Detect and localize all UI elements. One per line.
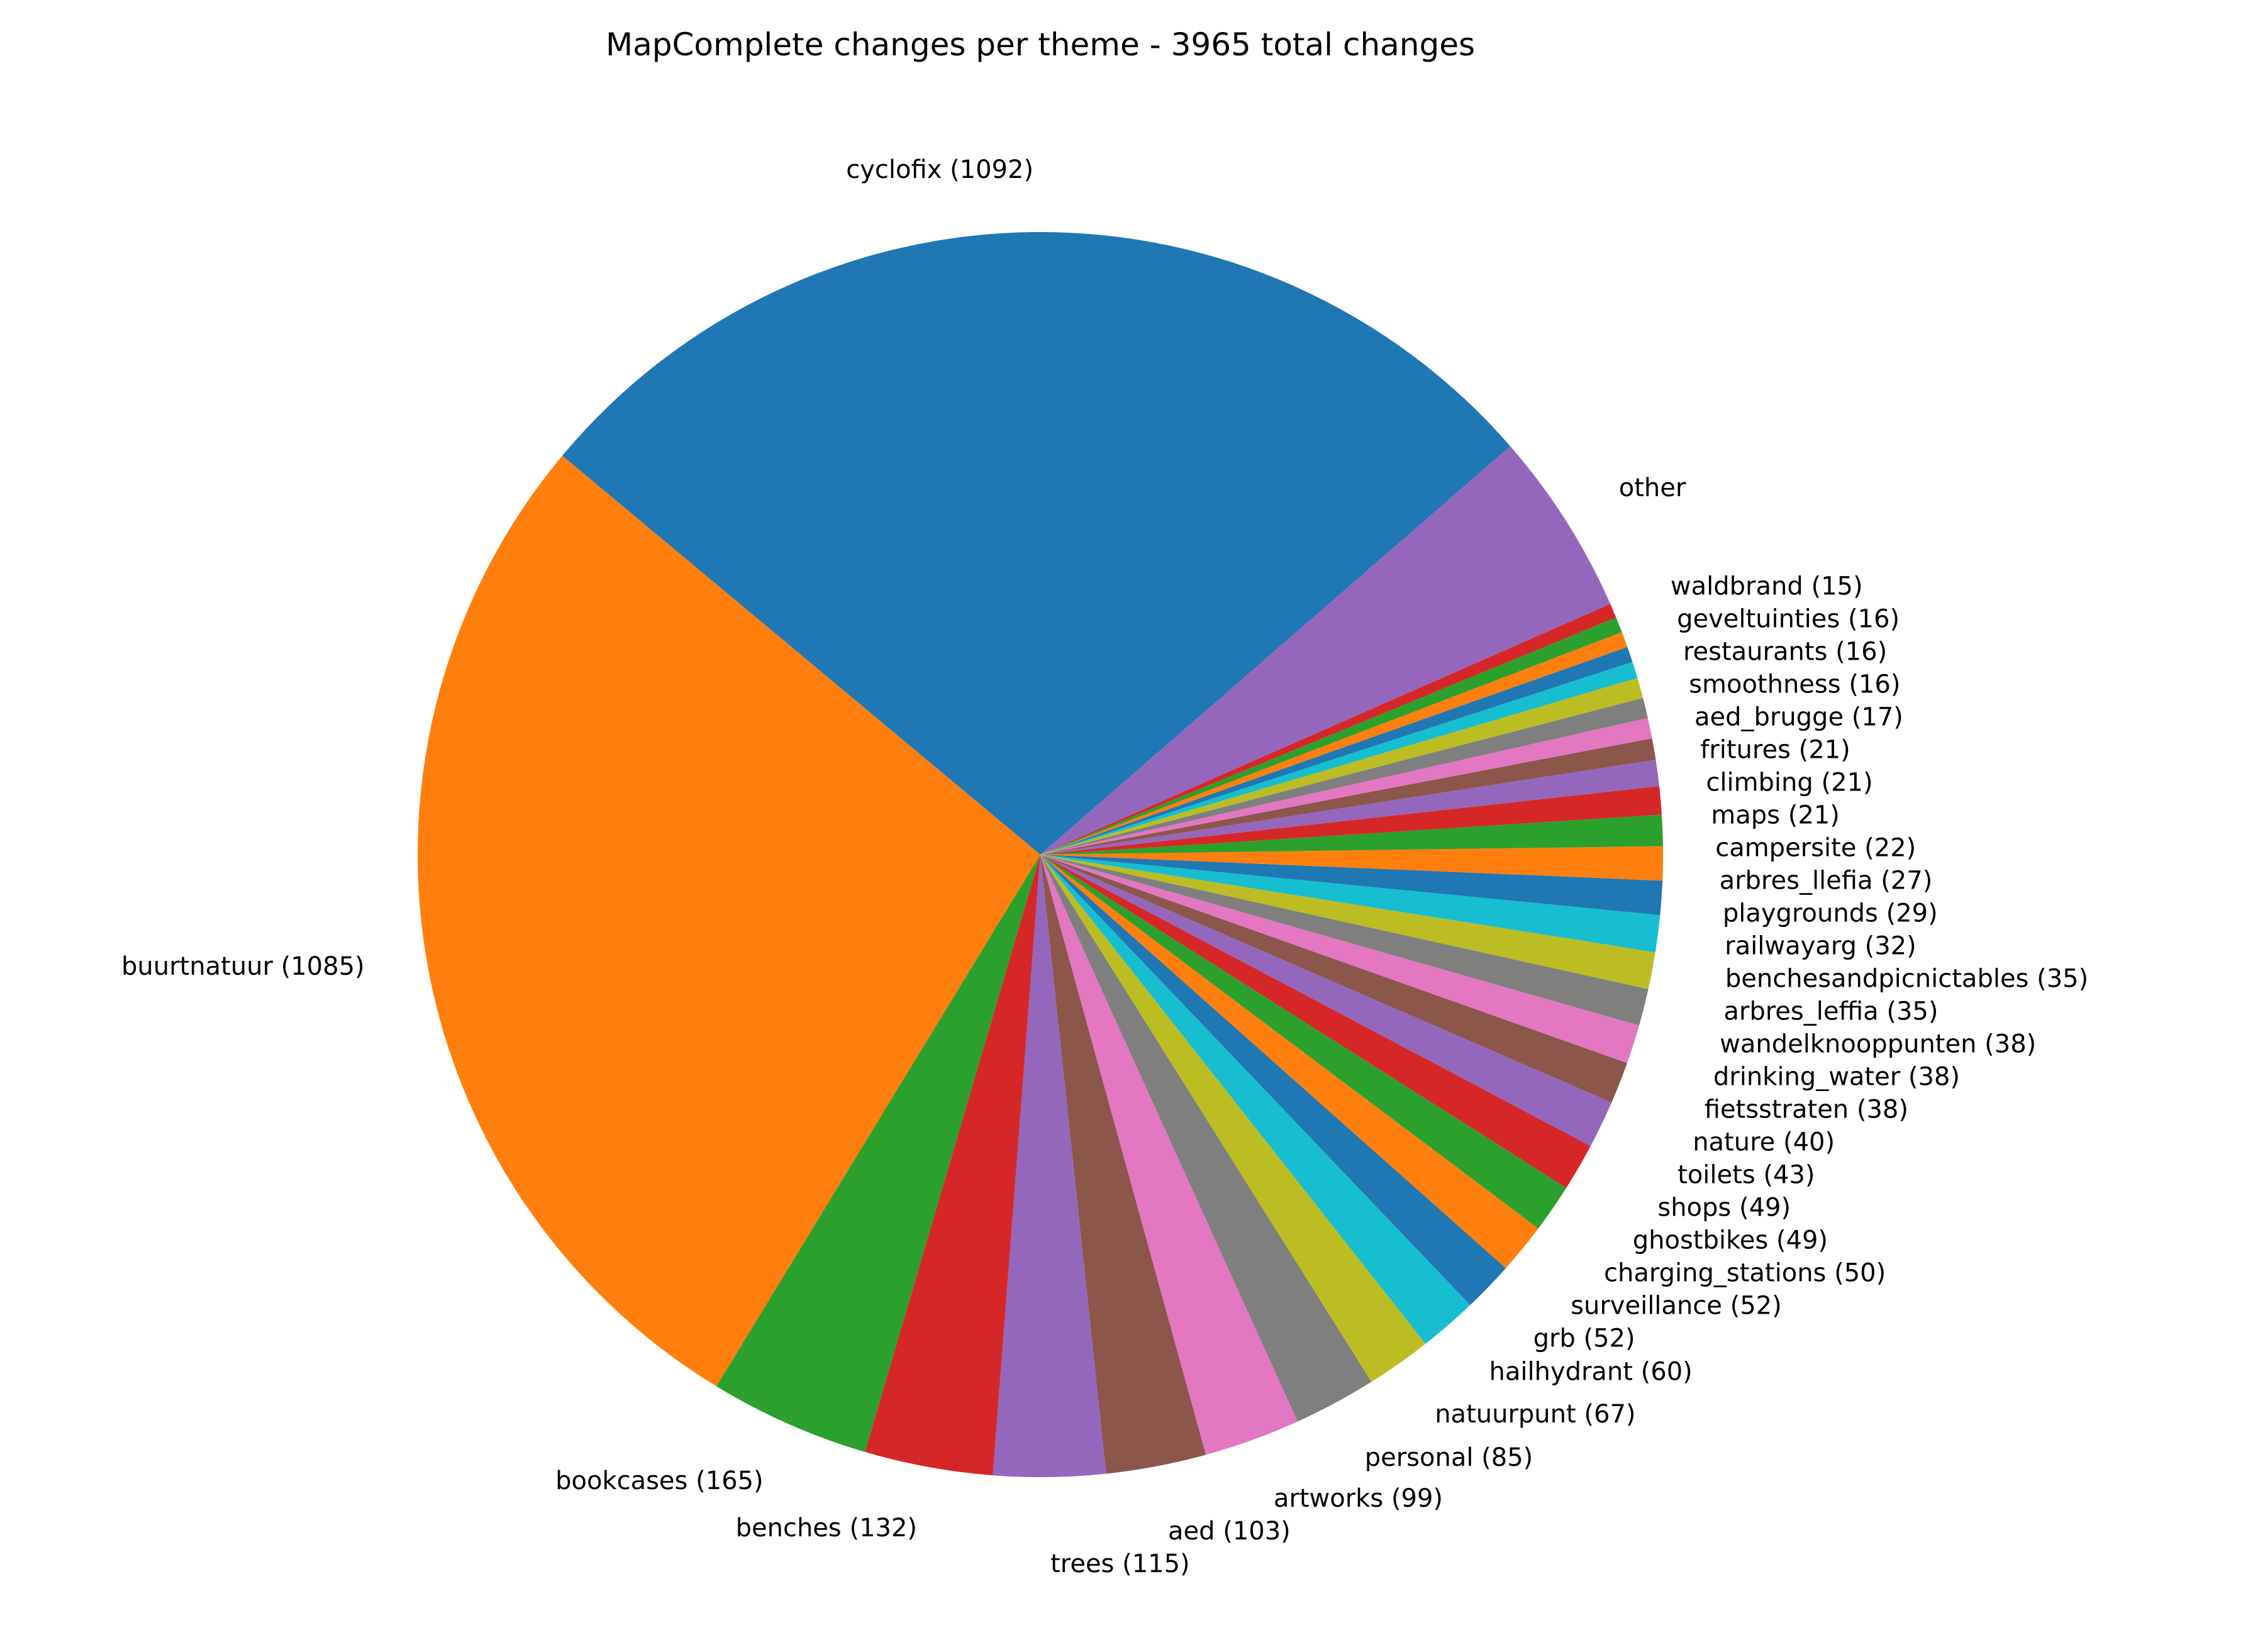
pie-slice-personal (1040, 855, 1372, 1422)
slice-label-climbing: climbing (21) (1706, 768, 1872, 797)
pie-slice-ghostbikes (1040, 855, 1591, 1188)
pie-slice-geveltuinties (1040, 617, 1622, 855)
slice-label-restaurants: restaurants (16) (1683, 637, 1887, 666)
pie-wedges (418, 231, 1664, 1477)
pie-slice-smoothness (1040, 646, 1633, 855)
pie-slice-trees (993, 855, 1106, 1477)
pie-slice-arbres_llefia (1040, 760, 1659, 855)
pie-slice-climbing (1040, 697, 1648, 855)
pie-slice-other (1040, 446, 1611, 855)
slice-label-charging_stations: charging_stations (50) (1604, 1258, 1886, 1287)
slice-label-bookcases: bookcases (165) (555, 1466, 764, 1495)
pie-slice-buurtnatuur (418, 455, 1040, 1387)
slice-label-smoothness: smoothness (16) (1689, 670, 1900, 699)
slice-label-aed: aed (103) (1168, 1517, 1291, 1546)
chart-title: MapComplete changes per theme - 3965 tot… (606, 26, 1475, 63)
pie-slice-natuurpunt (1040, 855, 1426, 1382)
pie-slice-playgrounds (1040, 786, 1662, 855)
pie-slice-surveillance (1040, 855, 1539, 1268)
pie-slice-toilets (1040, 855, 1627, 1103)
pie-slice-fritures (1040, 678, 1644, 855)
pie-slice-maps (1040, 718, 1652, 855)
pie-slice-bookcases (716, 855, 1040, 1452)
pie-slice-restaurants (1040, 632, 1628, 855)
slice-label-personal: personal (85) (1365, 1443, 1533, 1472)
slice-label-drinking_water: drinking_water (38) (1713, 1062, 1960, 1091)
slice-label-other: other (1619, 474, 1686, 502)
pie-slice-railwayarg (1040, 814, 1663, 855)
slice-label-cyclofix: cyclofix (1092) (846, 155, 1033, 184)
pie-slice-aed_brugge (1040, 662, 1638, 855)
slice-label-benches: benches (132) (736, 1514, 917, 1543)
slice-label-ghostbikes: ghostbikes (49) (1633, 1226, 1828, 1255)
slice-label-nature: nature (40) (1693, 1128, 1835, 1156)
slice-label-railwayarg: railwayarg (32) (1725, 931, 1917, 960)
slice-label-trees: trees (115) (1050, 1549, 1190, 1578)
pie-slice-shops (1040, 855, 1612, 1146)
pie-slice-fietsstraten (1040, 855, 1649, 1026)
pie-slice-artworks (1040, 855, 1298, 1455)
slice-label-aed_brugge: aed_brugge (17) (1694, 702, 1903, 731)
slice-label-hailhydrant: hailhydrant (60) (1489, 1358, 1692, 1387)
slice-label-geveltuinties: geveltuinties (16) (1677, 604, 1900, 633)
slice-label-fietsstraten: fietsstraten (38) (1705, 1095, 1908, 1124)
slice-label-grb: grb (52) (1533, 1324, 1635, 1353)
slice-label-fritures: fritures (21) (1700, 735, 1850, 764)
slice-label-arbres_llefia: arbres_llefia (27) (1720, 866, 1933, 895)
slice-label-shops: shops (49) (1657, 1193, 1791, 1222)
pie-slice-campersite (1040, 738, 1656, 855)
slice-label-maps: maps (21) (1711, 801, 1840, 829)
pie-slice-benchesandpicnictables (1040, 846, 1664, 881)
pie-slice-aed (1040, 855, 1206, 1474)
pie-slice-benches (865, 855, 1040, 1476)
slice-label-buurtnatuur: buurtnatuur (1085) (121, 952, 365, 981)
slice-label-playgrounds: playgrounds (29) (1723, 899, 1938, 928)
pie-slice-nature (1040, 855, 1639, 1063)
slice-label-wandelknooppunten: wandelknooppunten (38) (1720, 1029, 2036, 1058)
pie-slice-hailhydrant (1040, 855, 1471, 1344)
slice-label-artworks: artworks (99) (1274, 1484, 1443, 1513)
slice-label-surveillance: surveillance (52) (1571, 1291, 1782, 1320)
slice-label-natuurpunt: natuurpunt (67) (1435, 1400, 1635, 1429)
pie-slice-drinking_water (1040, 855, 1655, 989)
pie-slice-grb (1040, 855, 1506, 1306)
slice-label-waldbrand: waldbrand (15) (1671, 572, 1863, 601)
slice-label-toilets: toilets (43) (1678, 1160, 1815, 1189)
pie-slice-charging_stations (1040, 855, 1567, 1229)
pie-slice-cyclofix (562, 231, 1511, 855)
slice-label-arbres_leffia: arbres_leffia (35) (1723, 997, 1938, 1026)
pie-labels: cyclofix (1092) buurtnatuur (1085) bookcas… (121, 155, 2088, 1578)
slice-label-benchesandpicnictables: benchesandpicnictables (35) (1725, 964, 2088, 993)
slice-label-campersite: campersite (22) (1715, 833, 1916, 862)
pie-slice-arbres_leffia (1040, 855, 1663, 916)
pie-slice-wandelknooppunten (1040, 855, 1661, 953)
pie-slice-waldbrand (1040, 604, 1616, 855)
